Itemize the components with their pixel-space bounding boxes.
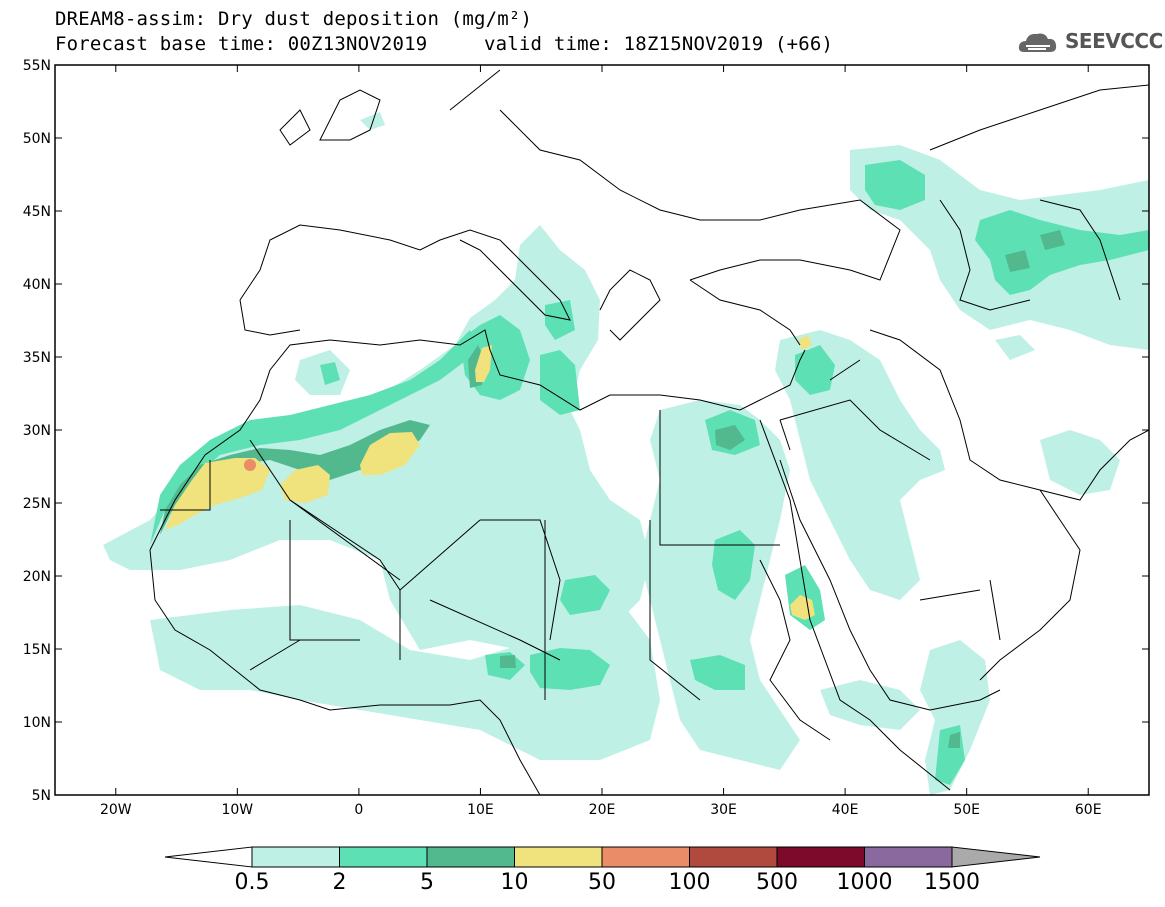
lat-tick-label: 5N — [32, 788, 51, 804]
colorbar-label: 500 — [756, 870, 798, 895]
lon-tick-label: 50E — [953, 802, 980, 818]
lat-tick-label: 20N — [23, 569, 51, 585]
lat-tick-label: 15N — [23, 642, 51, 658]
colorbar-label: 5 — [420, 870, 434, 895]
lon-tick-label: 20E — [589, 802, 616, 818]
deposition-band-10-50 — [165, 335, 815, 620]
lon-tick-label: 0 — [354, 802, 363, 818]
lat-tick-label: 45N — [23, 204, 51, 220]
colorbar-swatch — [689, 846, 778, 868]
lon-tick-label: 10W — [221, 802, 253, 818]
colorbar-swatch — [339, 846, 428, 868]
colorbar-label: 1000 — [836, 870, 893, 895]
lon-tick-label: 30E — [710, 802, 737, 818]
latitude-axis: 55N 50N 45N 40N 35N 30N 25N 20N 15N 10N 5N — [23, 58, 1149, 804]
coastlines-and-borders — [149, 69, 1149, 795]
colorbar-swatch — [426, 846, 515, 868]
lat-tick-label: 40N — [23, 277, 51, 293]
colorbar-over-triangle — [951, 846, 1041, 868]
deposition-band-5-10 — [160, 230, 1065, 748]
colorbar-label: 0.5 — [234, 870, 270, 895]
lat-tick-label: 25N — [23, 496, 51, 512]
colorbar-label: 1500 — [924, 870, 980, 895]
title-line-1: DREAM8-assim: Dry dust deposition (mg/m²… — [55, 8, 533, 30]
forecast-base-time: Forecast base time: 00Z13NOV2019 — [55, 33, 428, 55]
seevccc-cloud-logo-icon — [1018, 33, 1057, 52]
colorbar-label: 10 — [500, 870, 529, 895]
colorbar-swatch — [864, 846, 953, 868]
lon-tick-label: 40E — [832, 802, 859, 818]
lat-tick-label: 30N — [23, 423, 51, 439]
colorbar-swatch — [251, 846, 340, 868]
lat-tick-label: 10N — [23, 715, 51, 731]
lon-tick-label: 60E — [1075, 802, 1102, 818]
valid-time: valid time: 18Z15NOV2019 (+66) — [484, 33, 834, 55]
lat-tick-label: 35N — [23, 350, 51, 366]
colorbar-under-triangle — [164, 846, 253, 868]
lat-tick-label: 50N — [23, 131, 51, 147]
colorbar-label: 2 — [332, 870, 347, 895]
colorbar-label: 100 — [668, 870, 711, 895]
colorbar-swatch — [776, 846, 865, 868]
logo-text: SEEVCCC — [1065, 29, 1163, 53]
colorbar — [164, 846, 1041, 868]
colorbar-swatch — [601, 846, 690, 868]
lon-tick-label: 20W — [100, 802, 132, 818]
colorbar-label: 50 — [588, 870, 616, 895]
lon-tick-label: 10E — [467, 802, 494, 818]
colorbar-swatch — [514, 846, 603, 868]
longitude-axis: 20W 10W 0 10E 20E 30E 40E 50E 60E — [100, 65, 1102, 818]
deposition-band-50-100 — [244, 459, 256, 471]
lat-tick-label: 55N — [23, 58, 51, 74]
